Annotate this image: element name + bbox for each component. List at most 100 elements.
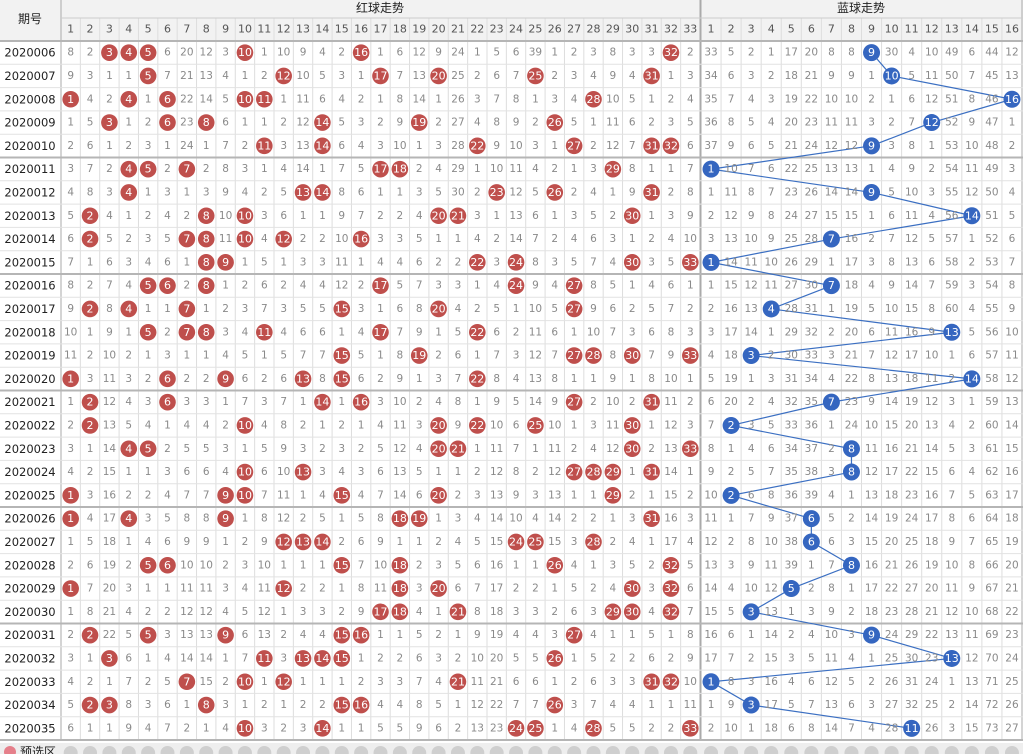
red-miss: 10 — [548, 419, 561, 431]
red-miss: 4 — [397, 256, 404, 268]
red-miss: 2 — [67, 419, 74, 431]
red-miss: 9 — [397, 117, 404, 129]
red-miss: 1 — [377, 629, 384, 641]
red-ball-number: 18 — [393, 582, 407, 595]
red-miss: 8 — [377, 513, 384, 525]
blue-miss: 5 — [748, 466, 755, 478]
red-miss: 8 — [610, 47, 617, 59]
preselect-ball — [257, 746, 272, 754]
red-ball-number: 29 — [606, 489, 620, 502]
red-miss: 4 — [222, 466, 229, 478]
red-miss: 8 — [67, 47, 74, 59]
blue-miss: 11 — [925, 70, 938, 82]
red-miss: 3 — [532, 140, 539, 152]
red-miss: 4 — [106, 210, 113, 222]
blue-miss: 10 — [965, 140, 978, 152]
red-miss: 1 — [300, 396, 307, 408]
blue-ball-number: 14 — [965, 372, 979, 385]
blue-miss: 21 — [805, 70, 818, 82]
blue-miss: 1 — [868, 652, 875, 664]
red-title: 红球走势 — [356, 0, 404, 15]
red-miss: 8 — [455, 396, 462, 408]
red-miss: 1 — [338, 513, 345, 525]
red-ball — [585, 533, 602, 551]
red-ball — [139, 277, 157, 294]
red-miss: 4 — [222, 606, 229, 618]
issue-header: 期号 — [18, 12, 42, 26]
red-ball — [604, 463, 622, 481]
blue-miss: 15 — [865, 536, 878, 548]
red-miss: 1 — [125, 70, 132, 82]
red-ball-number: 16 — [354, 233, 368, 246]
blue-miss: 20 — [905, 419, 918, 431]
issue: 2020025 — [4, 488, 55, 502]
blue-miss: 32 — [905, 699, 918, 711]
blue-miss: 9 — [748, 210, 755, 222]
red-miss: 2 — [300, 233, 307, 245]
red-miss: 1 — [474, 396, 481, 408]
red-miss: 2 — [435, 629, 442, 641]
red-miss: 2 — [222, 559, 229, 571]
red-miss: 1 — [280, 699, 287, 711]
red-ball — [256, 90, 273, 108]
blue-miss: 12 — [865, 466, 878, 478]
blue-miss: 63 — [985, 489, 998, 501]
red-miss: 1 — [668, 629, 675, 641]
red-miss: 3 — [242, 303, 249, 315]
red-miss: 2 — [338, 47, 345, 59]
red-miss: 5 — [261, 443, 268, 455]
red-col-number: 14 — [315, 23, 329, 36]
red-col-number: 7 — [183, 23, 190, 36]
red-miss: 1 — [377, 303, 384, 315]
blue-miss: 8 — [948, 513, 955, 525]
red-ball — [391, 556, 409, 574]
red-miss: 6 — [242, 629, 249, 641]
red-ball-number: 4 — [125, 163, 132, 176]
blue-miss: 26 — [905, 559, 919, 571]
blue-miss: 14 — [765, 629, 779, 641]
red-ball-number: 33 — [683, 442, 697, 455]
red-miss: 8 — [610, 350, 617, 362]
red-col-number: 10 — [238, 23, 252, 36]
red-ball-number: 4 — [125, 512, 132, 525]
blue-miss: 19 — [785, 93, 798, 105]
red-miss: 7 — [261, 303, 268, 315]
red-miss: 2 — [455, 489, 462, 501]
blue-miss: 22 — [805, 93, 818, 105]
red-ball — [81, 417, 99, 434]
red-miss: 25 — [451, 70, 464, 82]
red-ball — [682, 440, 699, 458]
blue-miss: 3 — [748, 70, 755, 82]
red-miss: 5 — [648, 629, 655, 641]
red-miss: 1 — [532, 559, 539, 571]
blue-miss: 3 — [1009, 163, 1016, 175]
red-miss: 2 — [145, 676, 152, 688]
red-ball-number: 25 — [528, 535, 542, 548]
red-miss: 9 — [687, 652, 694, 664]
red-miss: 5 — [261, 256, 268, 268]
blue-miss: 4 — [908, 47, 915, 59]
preselect-ball — [412, 746, 427, 754]
red-miss: 12 — [509, 186, 522, 198]
red-miss: 4 — [377, 256, 384, 268]
blue-miss: 2 — [969, 256, 976, 268]
blue-miss: 4 — [808, 629, 815, 641]
blue-miss: 7 — [748, 163, 755, 175]
red-ball-number: 19 — [412, 116, 426, 129]
blue-miss: 7 — [808, 699, 815, 711]
blue-ball — [722, 416, 740, 434]
red-miss: 10 — [393, 396, 406, 408]
red-miss: 7 — [203, 489, 210, 501]
blue-miss: 6 — [969, 47, 976, 59]
red-miss: 1 — [513, 559, 520, 571]
blue-ball-number: 16 — [1005, 93, 1019, 106]
red-ball-number: 1 — [67, 372, 74, 385]
red-ball-number: 14 — [315, 722, 329, 735]
blue-miss: 30 — [805, 280, 818, 292]
blue-col-number: 2 — [728, 23, 735, 36]
red-miss: 3 — [184, 396, 191, 408]
red-ball-number: 33 — [683, 722, 697, 735]
blue-miss: 6 — [828, 536, 835, 548]
issue: 2020014 — [4, 232, 55, 246]
